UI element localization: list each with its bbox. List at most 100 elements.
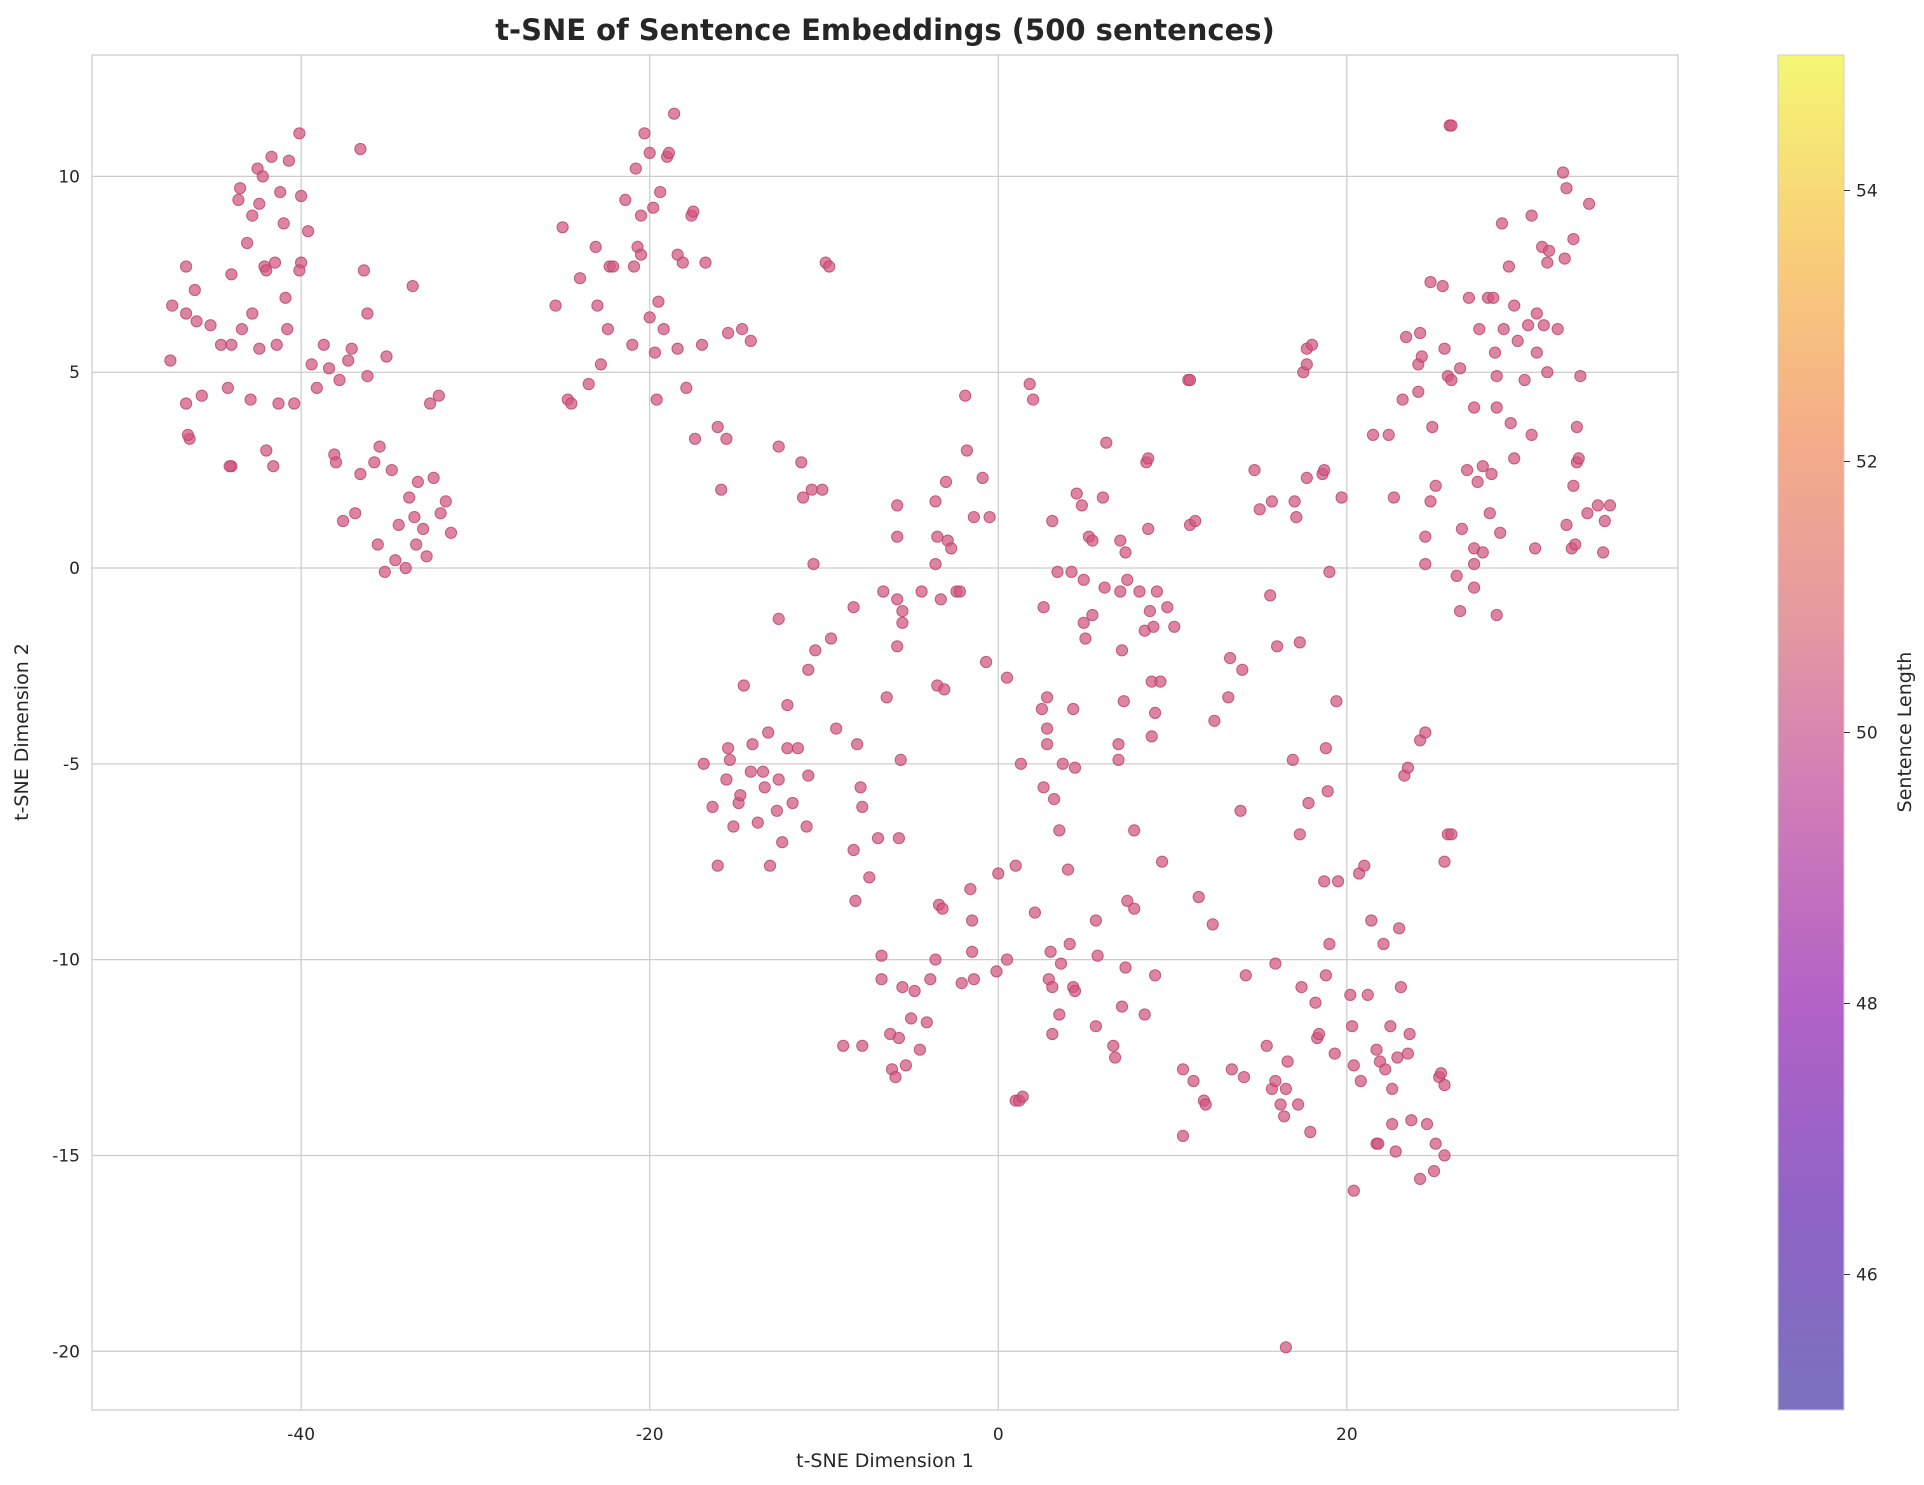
data-point	[662, 146, 676, 159]
data-point	[1150, 585, 1164, 598]
data-point	[837, 1039, 850, 1052]
data-point	[591, 299, 604, 312]
y-tick-label: -15	[52, 1146, 80, 1166]
data-point	[1476, 546, 1489, 559]
data-point	[1412, 385, 1425, 398]
data-point	[1077, 616, 1090, 629]
data-point	[913, 1043, 927, 1056]
data-point	[955, 977, 968, 990]
data-point	[939, 475, 953, 488]
data-point	[863, 871, 876, 884]
colorbar-tick-label: 48	[1856, 995, 1878, 1015]
data-point	[1109, 1051, 1122, 1064]
data-point	[1389, 1145, 1402, 1158]
data-point	[1344, 988, 1357, 1002]
data-point	[1286, 753, 1299, 767]
data-point	[1133, 585, 1146, 598]
data-point	[1225, 1063, 1238, 1076]
data-point	[1567, 233, 1580, 246]
data-point	[1046, 981, 1059, 994]
data-point	[1414, 326, 1427, 340]
data-point	[1574, 370, 1587, 383]
data-point	[1438, 1078, 1451, 1092]
data-point	[1048, 793, 1061, 806]
data-point	[378, 565, 391, 579]
data-point	[214, 338, 228, 351]
data-point	[1347, 1059, 1360, 1072]
data-point	[166, 299, 179, 312]
data-point	[1086, 534, 1099, 547]
data-point	[1377, 937, 1390, 951]
data-point	[1016, 1090, 1029, 1103]
x-tick-label: 20	[1336, 1425, 1358, 1445]
data-point	[1551, 323, 1564, 336]
data-point	[1419, 530, 1432, 543]
data-point	[573, 272, 587, 285]
data-point	[781, 699, 794, 712]
data-point	[1494, 526, 1507, 539]
data-point	[1429, 479, 1442, 492]
data-point	[1115, 644, 1129, 657]
data-point	[1168, 620, 1181, 633]
data-point	[270, 338, 283, 351]
data-point	[966, 914, 979, 927]
data-point	[676, 256, 689, 269]
data-point	[1107, 1039, 1120, 1052]
data-point	[706, 800, 719, 814]
data-point	[424, 397, 437, 410]
data-point	[1365, 914, 1378, 927]
data-point	[1037, 781, 1050, 794]
data-point	[781, 742, 794, 755]
data-point	[1189, 514, 1202, 528]
data-point	[274, 186, 287, 199]
y-tick-label: 5	[69, 363, 80, 383]
data-point	[823, 260, 836, 273]
data-point	[1424, 276, 1437, 289]
data-point	[1121, 894, 1134, 908]
data-point	[1438, 855, 1451, 868]
data-point	[1497, 323, 1510, 336]
data-point	[929, 495, 942, 508]
data-point	[1239, 969, 1252, 982]
data-point	[875, 949, 888, 962]
data-point	[601, 323, 615, 336]
data-point	[392, 518, 405, 532]
data-point	[772, 773, 785, 786]
data-point	[1502, 260, 1516, 273]
data-point	[223, 460, 236, 473]
data-point	[232, 193, 245, 206]
data-point	[824, 632, 838, 645]
data-point	[1511, 334, 1524, 347]
data-point	[652, 295, 665, 308]
data-point	[322, 362, 336, 375]
data-point	[1051, 565, 1064, 579]
data-point	[772, 440, 785, 453]
data-point	[1138, 1008, 1151, 1021]
data-point	[1603, 499, 1617, 512]
data-point	[1358, 859, 1371, 872]
data-point	[288, 397, 301, 410]
data-point	[349, 507, 362, 520]
data-point	[267, 460, 280, 473]
data-point	[619, 193, 632, 206]
data-point	[594, 358, 608, 371]
data-point	[1089, 914, 1103, 927]
plot-area	[91, 54, 1679, 1411]
data-point	[960, 444, 974, 457]
data-point	[746, 738, 759, 751]
data-point	[1468, 401, 1481, 414]
data-point	[1382, 428, 1395, 441]
data-point	[657, 323, 670, 336]
data-point	[406, 280, 419, 293]
data-point	[295, 189, 308, 203]
data-points	[164, 107, 1617, 1354]
data-point	[1525, 209, 1538, 222]
data-point	[1454, 362, 1467, 375]
data-point	[1330, 695, 1343, 708]
data-point	[408, 510, 421, 524]
data-point	[727, 820, 740, 833]
data-point	[931, 530, 944, 543]
data-point	[1400, 330, 1413, 344]
data-point	[432, 389, 445, 402]
data-point	[1077, 573, 1090, 586]
